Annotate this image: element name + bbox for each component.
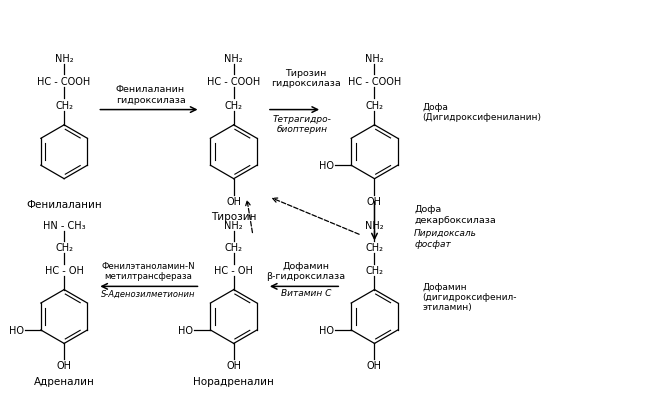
Text: Тетрагидро-
биоптерин: Тетрагидро- биоптерин — [273, 115, 332, 134]
Text: CH₂: CH₂ — [55, 100, 73, 110]
Text: OH: OH — [226, 360, 241, 371]
Text: Фенилаланин: Фенилаланин — [26, 199, 102, 209]
Text: Дофа
декарбоксилаза: Дофа декарбоксилаза — [414, 205, 496, 224]
Text: NH₂: NH₂ — [365, 220, 384, 231]
Text: Дофамин
β-гидроксилаза: Дофамин β-гидроксилаза — [266, 261, 345, 281]
Text: CH₂: CH₂ — [225, 100, 243, 110]
Text: NH₂: NH₂ — [365, 54, 384, 64]
Text: HC - OH: HC - OH — [214, 265, 253, 275]
Text: OH: OH — [57, 360, 72, 371]
Text: Дофамин
(дигидроксифенил-
этиламин): Дофамин (дигидроксифенил- этиламин) — [422, 282, 517, 312]
Text: HC - COOH: HC - COOH — [348, 77, 401, 87]
Text: HC - COOH: HC - COOH — [37, 77, 91, 87]
Text: Тирозин: Тирозин — [211, 211, 257, 221]
Text: OH: OH — [367, 196, 382, 206]
Text: HC - OH: HC - OH — [44, 265, 84, 275]
Text: OH: OH — [367, 360, 382, 371]
Text: CH₂: CH₂ — [225, 242, 243, 252]
Text: Норадреналин: Норадреналин — [193, 375, 274, 386]
Text: Дофа
(Дигидроксифениланин): Дофа (Дигидроксифениланин) — [422, 103, 541, 122]
Text: OH: OH — [226, 196, 241, 206]
Text: CH₂: CH₂ — [55, 242, 73, 252]
Text: HN - CH₃: HN - CH₃ — [43, 220, 86, 230]
Text: CH₂: CH₂ — [366, 243, 383, 253]
Text: HO: HO — [8, 325, 24, 335]
Text: NH₂: NH₂ — [55, 54, 73, 64]
Text: Витамин C: Витамин C — [281, 289, 331, 298]
Text: Пиридоксаль
фосфат: Пиридоксаль фосфат — [414, 229, 477, 248]
Text: S-Аденозилметионин: S-Аденозилметионин — [101, 289, 196, 298]
Text: CH₂: CH₂ — [366, 265, 383, 275]
Text: Адреналин: Адреналин — [34, 375, 95, 386]
Text: HC - COOH: HC - COOH — [207, 77, 261, 87]
Text: HO: HO — [178, 325, 193, 335]
Text: NH₂: NH₂ — [225, 54, 243, 64]
Text: Фенилэтаноламин-N
метилтрансфераза: Фенилэтаноламин-N метилтрансфераза — [102, 261, 195, 281]
Text: Тирозин
гидроксилаза: Тирозин гидроксилаза — [271, 69, 341, 88]
Text: Фенилаланин
гидроксилаза: Фенилаланин гидроксилаза — [116, 85, 185, 104]
Text: HO: HO — [319, 161, 334, 171]
Text: HO: HO — [319, 325, 334, 335]
Text: NH₂: NH₂ — [225, 220, 243, 230]
Text: CH₂: CH₂ — [366, 100, 383, 110]
